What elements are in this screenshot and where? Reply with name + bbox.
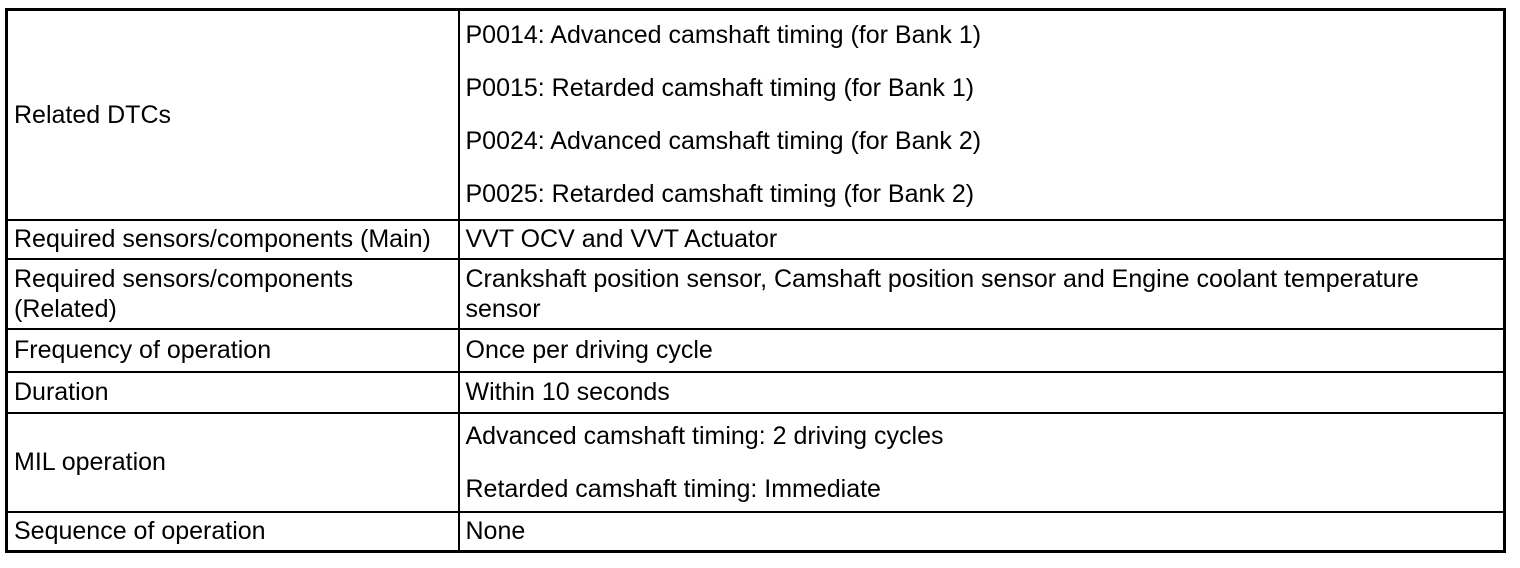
- row-label: Frequency of operation: [5, 327, 460, 373]
- row-value: Within 10 seconds: [457, 370, 1506, 414]
- value-line: VVT OCV and VVT Actuator: [465, 225, 778, 253]
- spec-table-body: Related DTCs P0014: Advanced camshaft ti…: [5, 8, 1506, 553]
- row-value: None: [457, 510, 1506, 553]
- row-value: Once per driving cycle: [457, 327, 1506, 373]
- value-line: Within 10 seconds: [465, 378, 670, 406]
- dtc-spec-table: Related DTCs P0014: Advanced camshaft ti…: [5, 8, 1506, 553]
- row-value: P0014: Advanced camshaft timing (for Ban…: [457, 8, 1506, 221]
- table-row: Frequency of operation Once per driving …: [5, 327, 1506, 373]
- value-line: P0025: Retarded camshaft timing (for Ban…: [465, 180, 975, 209]
- table-row: MIL operation Advanced camshaft timing: …: [5, 411, 1506, 513]
- value-line: Once per driving cycle: [465, 336, 713, 364]
- value-line: P0024: Advanced camshaft timing (for Ban…: [465, 127, 982, 156]
- value-line: Advanced camshaft timing: 2 driving cycl…: [465, 421, 944, 450]
- row-label: Required sensors/components (Main): [5, 218, 460, 260]
- table-row: Required sensors/components (Related) Cr…: [5, 257, 1506, 330]
- table-row: Related DTCs P0014: Advanced camshaft ti…: [5, 8, 1506, 221]
- value-line: P0015: Retarded camshaft timing (for Ban…: [465, 74, 975, 103]
- value-line: Crankshaft position sensor, Camshaft pos…: [465, 264, 1419, 323]
- table-row: Duration Within 10 seconds: [5, 370, 1506, 414]
- table-row: Sequence of operation None: [5, 510, 1506, 553]
- value-line: Retarded camshaft timing: Immediate: [465, 474, 881, 503]
- row-label: Related DTCs: [5, 8, 460, 221]
- value-line: None: [465, 517, 526, 546]
- row-value: VVT OCV and VVT Actuator: [457, 218, 1506, 260]
- row-value: Advanced camshaft timing: 2 driving cycl…: [457, 411, 1506, 513]
- row-label: MIL operation: [5, 411, 460, 513]
- row-label: Sequence of operation: [5, 510, 460, 553]
- table-row: Required sensors/components (Main) VVT O…: [5, 218, 1506, 260]
- row-label: Required sensors/components (Related): [5, 257, 460, 330]
- row-label: Duration: [5, 370, 460, 414]
- row-value: Crankshaft position sensor, Camshaft pos…: [457, 257, 1506, 330]
- value-line: P0014: Advanced camshaft timing (for Ban…: [465, 21, 982, 50]
